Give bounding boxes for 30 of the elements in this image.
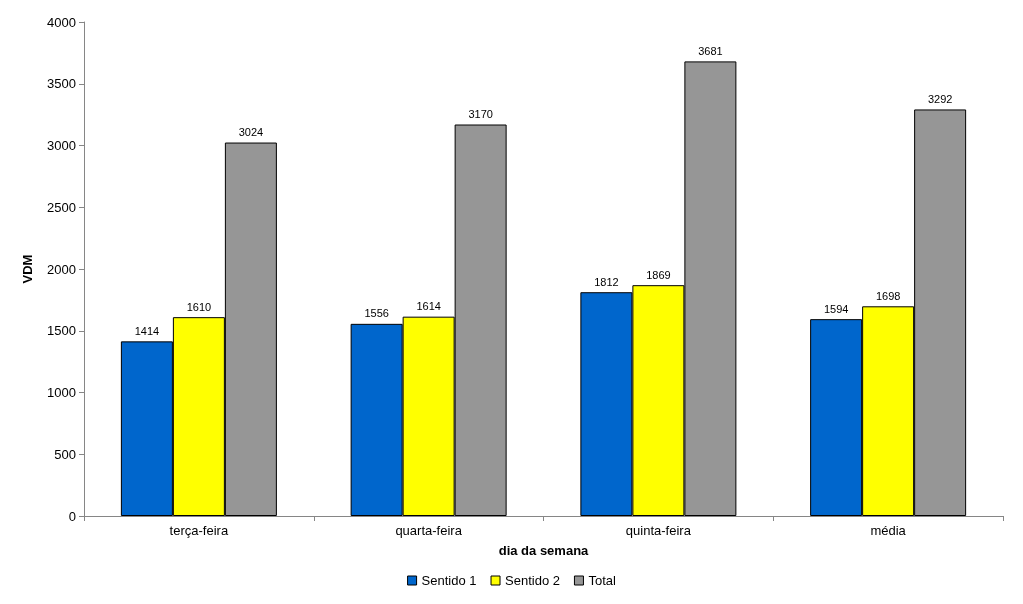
x-axis-title: dia da semana <box>498 543 590 558</box>
x-tick-label: quinta-feira <box>625 523 692 538</box>
data-label: 1869 <box>646 268 671 281</box>
data-label: 1594 <box>823 302 849 315</box>
y-tick-label: 3000 <box>47 138 76 153</box>
legend-label: Total <box>588 573 617 588</box>
y-axis-title: VDM <box>20 254 35 284</box>
x-tick-label: terça-feira <box>169 523 229 538</box>
x-tick-label: média <box>870 523 907 538</box>
data-label: 1698 <box>875 289 901 302</box>
y-tick-label: 2000 <box>47 261 76 277</box>
data-label: 3681 <box>698 44 723 57</box>
data-label: 1610 <box>186 300 212 313</box>
y-tick-label: 4000 <box>47 14 76 30</box>
x-tick-label: quarta-feira <box>395 523 463 538</box>
legend-label: Sentido 2 <box>505 573 560 588</box>
y-tick-label: 1500 <box>47 323 76 339</box>
y-tick-label: 1000 <box>47 385 76 400</box>
y-tick-label: 500 <box>54 446 76 462</box>
data-label: 3024 <box>238 126 264 139</box>
data-label: 3170 <box>468 108 493 120</box>
y-tick-label: 0 <box>68 508 76 524</box>
data-label: 1414 <box>134 324 160 337</box>
data-label: 1614 <box>416 300 441 313</box>
y-tick-label: 3500 <box>47 76 76 92</box>
y-tick-label: 2500 <box>47 199 76 215</box>
data-label: 1812 <box>594 275 619 288</box>
data-label: 1556 <box>364 307 389 320</box>
data-label: 3292 <box>927 92 953 105</box>
legend-label: Sentido 1 <box>421 573 477 588</box>
